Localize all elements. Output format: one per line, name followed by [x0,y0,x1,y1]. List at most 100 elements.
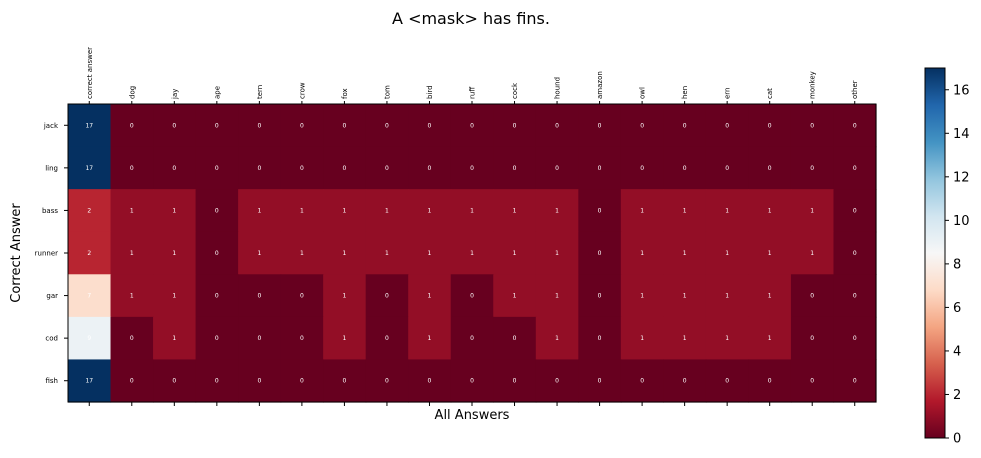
cell-value-label: 1 [725,335,729,342]
cell-value-label: 0 [172,165,176,172]
y-tick-label: fish [46,377,59,385]
x-tick-label: cat [766,88,774,99]
heatmap-cell [238,189,282,233]
heatmap-cell [110,189,154,233]
heatmap-cell [110,359,154,403]
heatmap-cell [323,146,367,190]
heatmap-cell [153,231,197,275]
heatmap-cell [195,146,239,190]
heatmap-cell [578,316,622,361]
cell-value-label: 0 [640,165,644,172]
cell-value-label: 0 [853,293,857,300]
cell-value-label: 1 [683,335,687,342]
heatmap-cell [323,274,367,318]
heatmap-cell [790,146,835,190]
heatmap-cell [620,104,664,148]
cell-value-label: 1 [768,335,772,342]
cell-value-label: 1 [683,293,687,300]
heatmap-cell [238,359,282,403]
heatmap-cell [238,146,282,190]
cell-value-label: 1 [130,207,134,214]
heatmap-cell [663,189,707,233]
heatmap-cell [705,231,750,275]
cell-value-label: 0 [470,165,474,172]
cell-value-label: 0 [725,122,729,129]
heatmap-cell [450,231,494,275]
heatmap-cell [705,274,750,318]
heatmap-cell [620,316,664,361]
cell-value-label: 1 [343,250,347,257]
heatmap-cell [195,104,239,148]
y-tick-label: jack [43,122,59,130]
axis-ticks [64,101,856,406]
cell-value-label: 0 [513,378,517,385]
cell-value-label: 0 [470,293,474,300]
heatmap-cell [110,231,154,275]
heatmap-cell [365,189,409,233]
heatmap-cell [280,274,324,318]
cell-value-label: 1 [172,293,176,300]
heatmap-cell [535,316,579,361]
cell-value-label: 0 [343,378,347,385]
y-tick-label: cod [45,335,58,343]
cell-value-label: 1 [257,207,261,214]
heatmap-cell [408,316,452,361]
cell-value-label: 0 [300,122,304,129]
heatmap-cell [408,146,452,190]
heatmap-cell [365,104,409,148]
cell-value-label: 1 [172,207,176,214]
heatmap-cell [748,316,792,361]
heatmap-cell [408,359,452,403]
heatmap-cell [110,274,154,318]
heatmap-cell [493,104,537,148]
heatmap-cell [450,359,494,403]
cell-value-label: 0 [810,378,814,385]
cell-value-label: 1 [257,250,261,257]
heatmap-cell [238,274,282,318]
cell-value-label: 0 [725,165,729,172]
heatmap-cell [663,316,707,361]
cell-value-label: 0 [853,122,857,129]
cell-value-label: 0 [810,335,814,342]
cell-value-label: 1 [725,293,729,300]
cell-value-label: 0 [683,122,687,129]
heatmap-cell [748,274,792,318]
heatmap-cell [153,146,197,190]
heatmap-cell [833,359,877,403]
heatmap-cell [833,146,877,190]
heatmap-cell [153,316,197,361]
cell-value-label: 0 [598,335,602,342]
x-tick-label: crow [298,82,306,99]
cell-value-label: 0 [385,293,389,300]
cell-value-label: 1 [513,293,517,300]
cell-value-label: 1 [640,250,644,257]
cell-value-label: 0 [470,335,474,342]
cell-value-label: 0 [853,165,857,172]
cell-value-label: 0 [598,293,602,300]
cell-value-label: 0 [215,378,219,385]
cell-value-label: 0 [513,122,517,129]
colorbar-tick-label: 4 [953,344,961,359]
cell-value-label: 0 [172,122,176,129]
cell-value-label: 0 [215,293,219,300]
heatmap-cell [535,189,579,233]
x-tick-label: hen [681,86,689,99]
cell-value-label: 0 [853,378,857,385]
cell-value-label: 0 [215,250,219,257]
colorbar-tick-label: 8 [953,257,961,272]
cell-value-label: 0 [428,378,432,385]
cell-value-label: 1 [555,335,559,342]
cell-value-label: 1 [428,250,432,257]
cell-value-label: 1 [300,250,304,257]
cell-value-label: 0 [215,165,219,172]
heatmap-cell [790,104,835,148]
x-tick-label: tom [383,85,391,99]
heatmap-cell [493,189,537,233]
cell-value-label: 0 [385,378,389,385]
cell-value-label: 17 [85,122,93,129]
x-tick-label: jay [171,89,179,100]
x-tick-label: cock [511,82,519,99]
heatmap-cell [663,274,707,318]
heatmap-cell [408,274,452,318]
